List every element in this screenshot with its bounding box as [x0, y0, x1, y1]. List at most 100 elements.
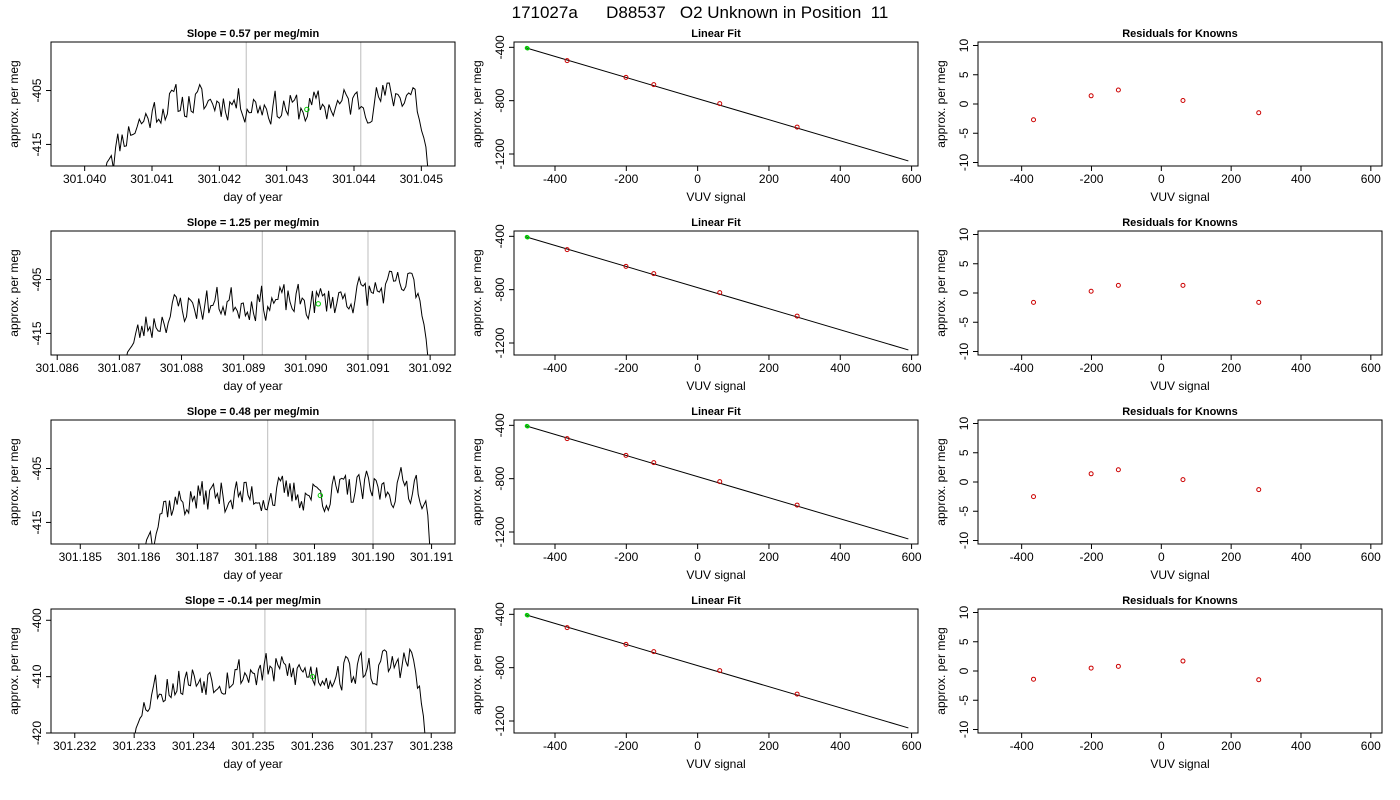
plot-area — [1031, 87, 1262, 123]
chart-panel-9: Residuals for Knowns VUV signal approx. pe… — [934, 28, 1383, 204]
x-tick-label: -400 — [1010, 361, 1034, 375]
x-tick-label: 301.044 — [332, 172, 376, 186]
chart-panel-4: Slope = -0.14 per meg/min day of year appr… — [7, 595, 456, 771]
x-tick-label: 200 — [1221, 739, 1241, 753]
x-axis-label: VUV signal — [686, 190, 745, 204]
y-axis-label: approx. per meg — [470, 249, 484, 336]
data-point — [623, 641, 629, 647]
y-tick-label: -405 — [30, 267, 44, 291]
x-axis-label: VUV signal — [1150, 379, 1209, 393]
unknown-point — [525, 235, 530, 240]
data-point — [651, 460, 657, 466]
x-tick-label: -200 — [1079, 739, 1103, 753]
data-point — [1180, 477, 1186, 483]
y-axis-label: approx. per meg — [934, 627, 948, 714]
data-point — [1031, 676, 1037, 682]
x-tick-label: 301.090 — [284, 361, 328, 375]
x-tick-label: -400 — [543, 172, 567, 186]
y-tick-label: -405 — [30, 456, 44, 480]
y-tick-label: 5 — [957, 260, 971, 267]
x-tick-label: 301.040 — [63, 172, 107, 186]
x-tick-label: 301.191 — [410, 550, 454, 564]
data-point — [564, 436, 570, 442]
y-axis-label: approx. per meg — [7, 249, 21, 336]
data-point — [1088, 288, 1094, 294]
chart-panel-12: Residuals for Knowns VUV signal approx. pe… — [934, 595, 1383, 771]
y-tick-label: -800 — [493, 88, 507, 112]
x-tick-label: 301.237 — [350, 739, 394, 753]
chart-panel-6: Linear Fit VUV signal approx. per meg -400 -… — [470, 217, 922, 393]
data-point — [1115, 87, 1121, 93]
data-point — [1180, 97, 1186, 103]
x-tick-label: 301.092 — [408, 361, 452, 375]
plot-frame — [513, 230, 919, 356]
y-tick-label: -410 — [30, 664, 44, 688]
y-tick-label: -400 — [493, 35, 507, 59]
plot-frame — [50, 608, 456, 734]
data-point — [1115, 663, 1121, 669]
x-tick-label: 0 — [694, 172, 701, 186]
plot-area — [1031, 282, 1262, 305]
data-point — [794, 691, 800, 697]
data-point — [1256, 487, 1262, 493]
x-axis-label: VUV signal — [1150, 568, 1209, 582]
y-axis-label: approx. per meg — [934, 249, 948, 336]
chart-panel-7: Linear Fit VUV signal approx. per meg -400 -… — [470, 406, 922, 582]
x-tick-label: 400 — [1291, 361, 1311, 375]
y-tick-label: -800 — [493, 466, 507, 490]
x-tick-label: 0 — [1158, 361, 1165, 375]
x-tick-label: 301.091 — [346, 361, 390, 375]
x-axis-label: VUV signal — [1150, 190, 1209, 204]
data-point — [1180, 658, 1186, 664]
x-tick-label: 301.185 — [59, 550, 103, 564]
y-tick-label: -400 — [493, 224, 507, 248]
chart-title: Residuals for Knowns — [1122, 28, 1238, 40]
plot-frame — [977, 230, 1383, 356]
x-tick-label: 301.086 — [36, 361, 80, 375]
data-point — [794, 502, 800, 508]
plot-area — [524, 612, 909, 729]
y-tick-label: -10 — [957, 342, 971, 360]
plot-area — [126, 231, 429, 355]
x-tick-label: -400 — [543, 550, 567, 564]
data-point — [651, 82, 657, 88]
x-tick-label: 400 — [1291, 739, 1311, 753]
x-tick-label: 301.238 — [410, 739, 454, 753]
plot-area — [524, 423, 909, 540]
chart-title: Linear Fit — [691, 28, 741, 40]
x-tick-label: 301.045 — [400, 172, 444, 186]
plot-frame — [977, 41, 1383, 167]
y-axis-label: approx. per meg — [7, 438, 21, 525]
y-tick-label: -420 — [30, 721, 44, 745]
x-axis-label: VUV signal — [686, 379, 745, 393]
y-tick-label: 0 — [957, 667, 971, 674]
data-point — [564, 58, 570, 64]
y-tick-label: -405 — [30, 78, 44, 102]
y-axis-label: approx. per meg — [7, 60, 21, 147]
data-point — [794, 313, 800, 319]
x-tick-label: -400 — [1010, 172, 1034, 186]
y-tick-label: 0 — [957, 289, 971, 296]
y-tick-label: 10 — [957, 606, 971, 620]
y-axis-label: approx. per meg — [7, 627, 21, 714]
chart-title: Residuals for Knowns — [1122, 217, 1238, 229]
data-point — [717, 101, 723, 107]
unknown-point — [309, 673, 316, 680]
x-tick-label: 301.189 — [293, 550, 337, 564]
x-tick-label: 301.235 — [231, 739, 275, 753]
data-point — [717, 290, 723, 296]
plot-frame — [50, 230, 456, 356]
y-tick-label: -10 — [957, 720, 971, 738]
chart-panel-8: Linear Fit VUV signal approx. per meg -400 -… — [470, 595, 922, 771]
x-tick-label: 301.042 — [198, 172, 242, 186]
x-tick-label: -400 — [543, 739, 567, 753]
x-tick-label: 301.088 — [160, 361, 204, 375]
x-tick-label: 0 — [1158, 739, 1165, 753]
y-tick-label: -400 — [493, 413, 507, 437]
data-point — [1256, 677, 1262, 683]
data-point — [1115, 467, 1121, 473]
plot-frame — [977, 419, 1383, 545]
unknown-point — [304, 106, 310, 113]
y-tick-label: -400 — [493, 602, 507, 626]
